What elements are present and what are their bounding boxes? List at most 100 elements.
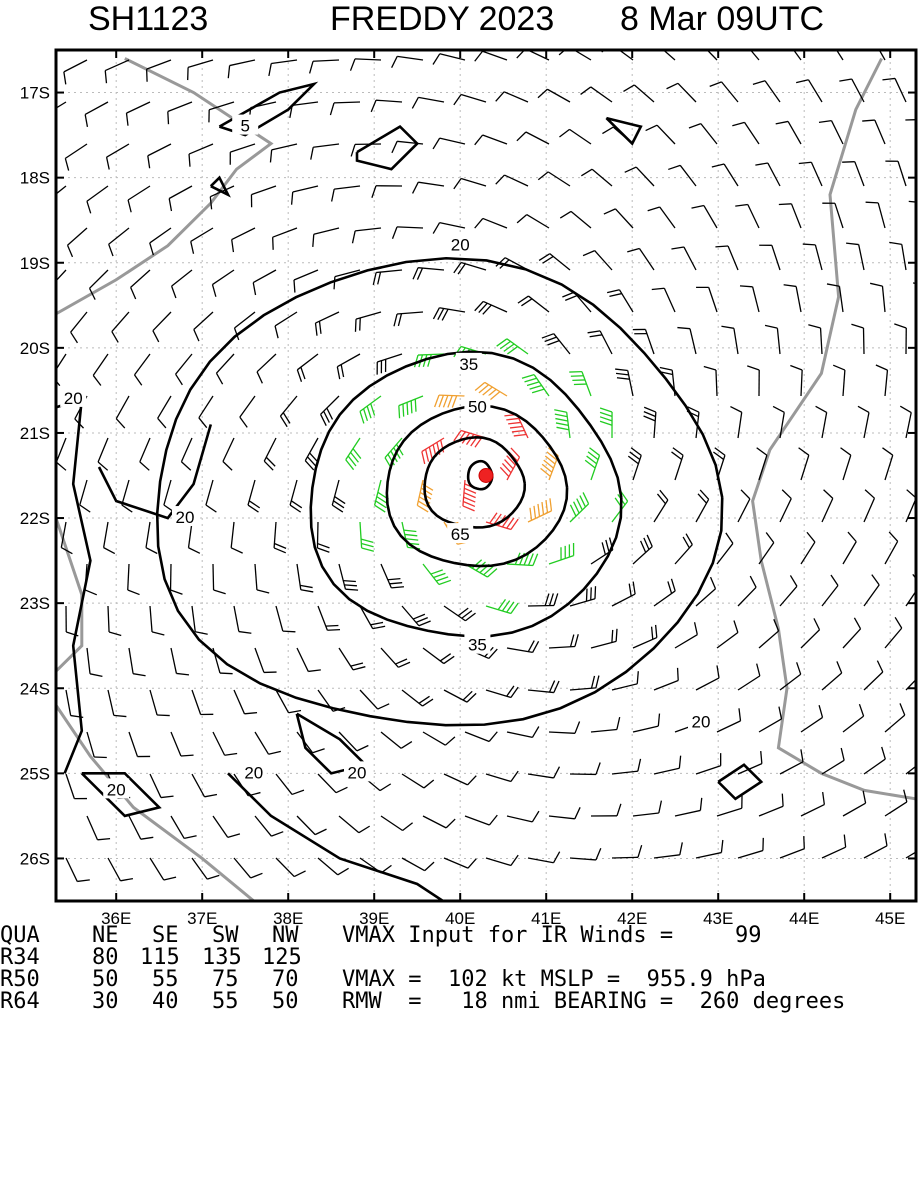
wind-barb-feather	[776, 121, 788, 123]
wind-barb-feather	[710, 82, 722, 87]
wind-barb	[372, 186, 402, 198]
wind-barb-feather	[390, 583, 403, 584]
wind-barb-staff	[423, 732, 445, 745]
wind-barb-staff	[255, 564, 257, 590]
wind-barb	[475, 301, 507, 314]
wind-barb	[652, 288, 675, 312]
wind-barb-feather	[542, 334, 554, 338]
y-tick-label: 21S	[20, 424, 50, 443]
wind-barb-feather	[555, 414, 567, 416]
wind-barb-feather	[351, 144, 355, 156]
wind-barb	[199, 396, 213, 428]
wind-barb-feather	[889, 242, 901, 244]
wind-barb	[108, 858, 133, 881]
wind-barb-staff	[801, 455, 809, 480]
wind-barb-feather	[161, 796, 174, 797]
wind-barb	[276, 606, 295, 632]
wind-barb-staff	[297, 816, 315, 835]
wind-barb-staff	[507, 732, 532, 737]
wind-barb-feather	[171, 590, 183, 594]
wind-barb-feather	[404, 530, 417, 531]
wind-barb	[675, 622, 697, 648]
wind-barb-feather	[517, 215, 527, 223]
wind-barb-feather	[448, 396, 452, 408]
wind-barb-staff	[465, 816, 489, 825]
wind-barb-staff	[150, 228, 171, 243]
wind-barb-feather	[514, 434, 527, 435]
wind-barb	[801, 532, 815, 564]
wind-barb-feather	[362, 548, 374, 551]
wind-barb	[270, 144, 297, 162]
wind-barb-staff	[213, 564, 214, 590]
wind-barb	[497, 339, 528, 354]
wind-barb-feather	[511, 855, 518, 865]
wind-barb	[248, 480, 260, 512]
isotach-contour	[718, 765, 761, 799]
contour-label: 20	[451, 236, 470, 255]
wind-barb	[885, 703, 905, 732]
contour-label: 20	[107, 780, 126, 799]
wind-barb-staff	[232, 228, 255, 240]
wind-barb	[528, 498, 551, 522]
wind-barb-staff	[192, 606, 195, 632]
wind-barb-feather	[782, 490, 791, 499]
wind-barb	[168, 102, 192, 124]
wind-barb-staff	[313, 144, 339, 147]
wind-barb-feather	[644, 416, 656, 421]
wind-barb-staff	[150, 858, 164, 880]
wind-barb-feather	[583, 251, 595, 256]
wind-barb-staff	[690, 329, 696, 354]
wind-barb-staff	[636, 167, 654, 186]
wind-barb-feather	[422, 452, 425, 464]
wind-barb-feather	[104, 548, 115, 554]
wind-barb-feather	[270, 150, 271, 163]
wind-barb-staff	[696, 766, 721, 774]
wind-barb	[864, 833, 887, 858]
wind-barb-feather	[596, 763, 600, 775]
wind-barb-staff	[822, 760, 844, 774]
wind-barb-staff	[768, 163, 780, 186]
wind-barb	[330, 102, 360, 115]
wind-barb-feather	[508, 422, 521, 423]
wind-barb-feather	[717, 665, 719, 677]
radii-r64-nw: 50	[272, 990, 299, 1014]
wind-barb-staff	[318, 858, 338, 875]
wind-barb	[171, 816, 197, 838]
wind-barb-staff	[334, 186, 360, 189]
wind-barb-feather	[240, 417, 247, 427]
wind-barb-feather	[511, 771, 518, 781]
wind-barb	[128, 564, 140, 595]
wind-barb-staff	[213, 732, 225, 755]
wind-barb-feather	[313, 234, 314, 247]
wind-barb	[628, 448, 641, 480]
wind-barb-staff	[440, 223, 465, 228]
wind-barb	[668, 165, 696, 186]
wind-barb-staff	[612, 45, 633, 60]
wind-barb-staff	[885, 628, 902, 648]
wind-barb-feather	[609, 294, 621, 297]
wind-barb	[560, 211, 591, 228]
wind-barb-feather	[380, 784, 391, 791]
wind-barb-feather	[819, 705, 822, 717]
wind-barb-feather	[359, 826, 370, 833]
wind-barb	[486, 599, 518, 613]
wind-barb-feather	[784, 285, 797, 287]
wind-barb-feather	[757, 664, 760, 676]
wind-barb-staff	[255, 816, 271, 836]
wind-barb-feather	[353, 667, 365, 670]
wind-barb-staff	[122, 480, 129, 505]
radii-r64-se: 40	[152, 990, 179, 1014]
wind-barb-feather	[294, 871, 305, 877]
wind-barb	[332, 480, 345, 512]
wind-barb-staff	[153, 312, 171, 331]
wind-barb-feather	[652, 288, 665, 289]
wind-barb	[808, 325, 822, 354]
wind-barb	[128, 186, 150, 212]
wind-barb-feather	[93, 375, 101, 385]
wind-barb-feather	[48, 289, 54, 300]
wind-barb-feather	[191, 241, 194, 253]
wind-barb-feather	[496, 175, 505, 184]
wind-barb-feather	[251, 873, 263, 878]
wind-barb-feather	[176, 374, 183, 385]
vmax-input-label: VMAX Input for IR Winds =	[342, 924, 673, 948]
